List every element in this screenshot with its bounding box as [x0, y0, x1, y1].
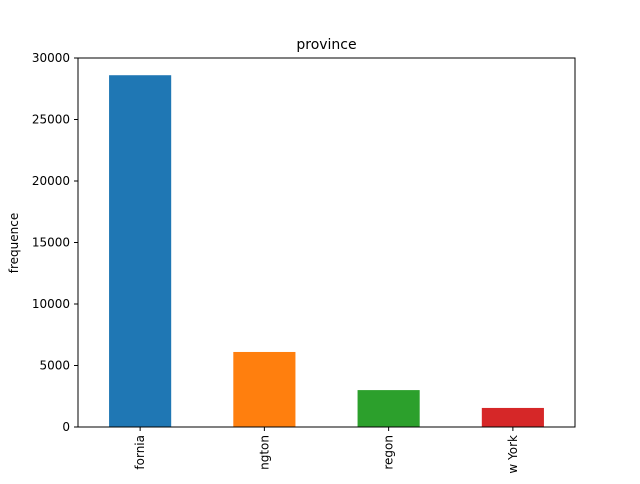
x-tick-label-3: regon — [382, 435, 396, 470]
x-tick-label-2: ngton — [257, 435, 271, 470]
y-tick-label-4: 15000 — [32, 236, 70, 250]
plot-frame — [77, 57, 576, 428]
y-tick-label-6: 25000 — [32, 113, 70, 127]
y-tick-label-7: 30000 — [32, 51, 70, 65]
y-tick-label-1: 0 — [62, 420, 70, 434]
y-tick-label-5: 20000 — [32, 174, 70, 188]
x-tick-label-1: fornia — [133, 435, 147, 470]
y-axis-label: frequence — [7, 213, 21, 273]
chart-title: province — [296, 37, 356, 53]
bars-group — [109, 75, 544, 427]
bar-3 — [357, 390, 420, 427]
y-tick-label-2: 5000 — [39, 359, 70, 373]
bar-4 — [481, 407, 544, 427]
x-tick-label-4: w York — [506, 435, 520, 474]
y-axis-ticks: 0 5000 10000 15000 20000 25000 30000 — [32, 51, 78, 434]
bar-2 — [233, 351, 296, 427]
y-tick-label-3: 10000 — [32, 297, 70, 311]
x-axis-ticks: fornia ngton regon w York — [133, 427, 520, 474]
bar-1 — [109, 75, 172, 427]
